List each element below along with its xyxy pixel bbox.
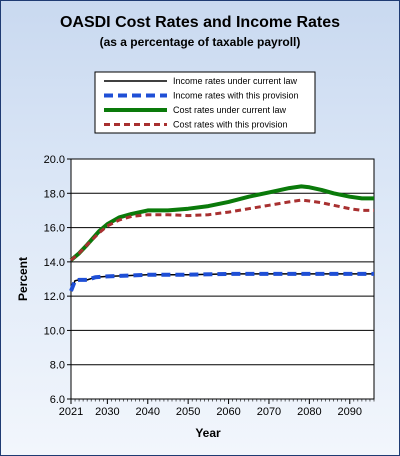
legend-label-0: Income rates under current law [173, 76, 298, 86]
x-tick-label-6: 2080 [297, 406, 321, 418]
y-tick-label-6: 18.0 [44, 188, 65, 200]
series-line-3 [70, 198, 374, 262]
x-axis-label: Year [195, 426, 221, 440]
y-axis-label: Percent [16, 257, 30, 301]
y-tick-label-7: 20.0 [44, 154, 65, 166]
legend-entries: Income rates under current law Income rat… [104, 76, 299, 130]
legend-label-3: Cost rates with this provision [173, 120, 288, 130]
chart-title: OASDI Cost Rates and Income Rates [60, 14, 340, 31]
x-tick-label-2: 2040 [136, 406, 160, 418]
plot-area: 6.08.010.012.014.016.018.020.0 2021 2030 2… [44, 154, 375, 418]
x-tick-label-5: 2070 [257, 406, 281, 418]
y-axis-ticks: 6.0 8.0 10.0 12.0 14.0 16.0 18.0 20.0 [44, 154, 71, 406]
y-tick-label-4: 14.0 [44, 257, 65, 269]
x-axis-ticks: 2021 2030 2040 2050 2060 2070 2080 2090 [59, 399, 375, 418]
series-lines [69, 184, 374, 292]
y-tick-label-0: 6.0 [50, 394, 65, 406]
y-tick-label-5: 16.0 [44, 223, 65, 235]
series-line-1 [69, 271, 374, 292]
x-tick-label-4: 2060 [216, 406, 240, 418]
x-tick-label-3: 2050 [176, 406, 200, 418]
y-tick-label-2: 10.0 [44, 325, 65, 337]
legend-box [94, 71, 316, 134]
chart-subtitle: (as a percentage of taxable payroll) [100, 35, 301, 49]
plot-background [70, 158, 375, 400]
x-tick-label-0: 2021 [59, 406, 83, 418]
y-tick-label-3: 12.0 [44, 291, 65, 303]
legend: Income rates under current law Income rat… [94, 71, 316, 134]
x-tick-label-7: 2090 [338, 406, 362, 418]
legend-label-1: Income rates with this provision [173, 91, 299, 101]
legend-label-2: Cost rates under current law [173, 105, 287, 115]
x-tick-label-1: 2030 [95, 406, 119, 418]
gridlines [71, 158, 374, 400]
y-tick-label-1: 8.0 [50, 360, 65, 372]
